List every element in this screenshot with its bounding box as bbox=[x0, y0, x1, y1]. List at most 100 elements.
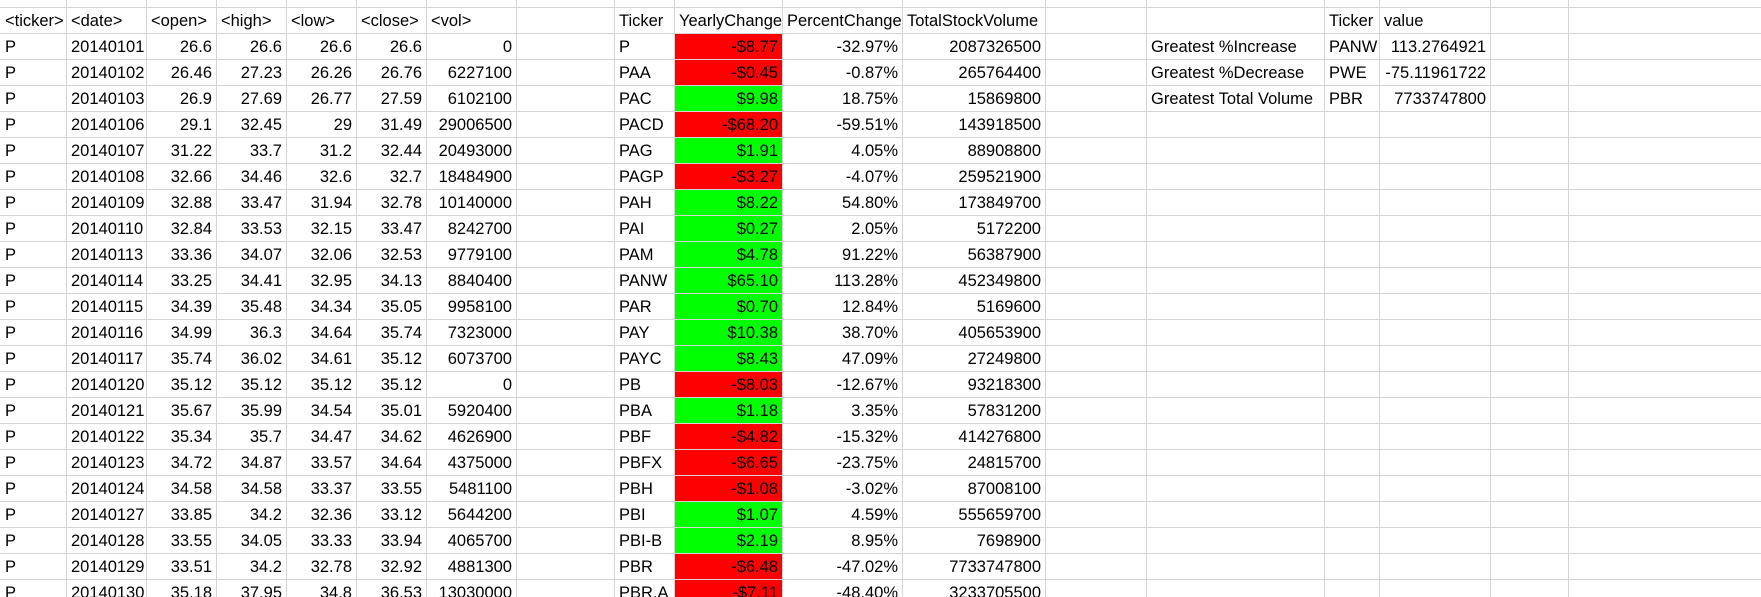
source-data-cell[interactable]: P bbox=[5, 272, 17, 290]
greatest-header-cell[interactable]: value bbox=[1384, 12, 1424, 30]
total-volume-cell[interactable]: 3233705500 bbox=[949, 584, 1041, 597]
source-data-cell[interactable]: 13030000 bbox=[438, 584, 512, 597]
yearly-change-cell[interactable]: $8.43 bbox=[675, 346, 782, 371]
source-data-cell[interactable]: 34.72 bbox=[170, 454, 212, 472]
source-data-cell[interactable]: 20140116 bbox=[71, 324, 144, 342]
yearly-change-cell[interactable]: $1.07 bbox=[675, 502, 782, 527]
source-data-cell[interactable]: 32.45 bbox=[240, 116, 282, 134]
source-data-cell[interactable]: 26.46 bbox=[170, 64, 212, 82]
source-data-cell[interactable]: 20140121 bbox=[71, 402, 145, 420]
source-data-cell[interactable]: 33.25 bbox=[170, 272, 212, 290]
source-data-cell[interactable]: 34.61 bbox=[310, 350, 352, 368]
source-data-cell[interactable]: 33.57 bbox=[310, 454, 352, 472]
source-data-cell[interactable]: 33.55 bbox=[380, 480, 422, 498]
source-data-cell[interactable]: 20493000 bbox=[438, 142, 512, 160]
summary-header-cell[interactable]: Ticker bbox=[619, 12, 664, 30]
percent-change-cell[interactable]: 4.59% bbox=[851, 506, 898, 524]
summary-ticker-cell[interactable]: PBI-B bbox=[619, 532, 663, 550]
summary-ticker-cell[interactable]: PBA bbox=[619, 402, 653, 420]
yearly-change-cell[interactable]: $10.38 bbox=[675, 320, 782, 345]
source-data-cell[interactable]: P bbox=[5, 584, 17, 597]
total-volume-cell[interactable]: 2087326500 bbox=[949, 38, 1041, 56]
percent-change-cell[interactable]: -59.51% bbox=[836, 116, 898, 134]
total-volume-cell[interactable]: 56387900 bbox=[967, 246, 1041, 264]
source-data-cell[interactable]: P bbox=[5, 558, 17, 576]
source-data-cell[interactable]: 33.55 bbox=[170, 532, 212, 550]
total-volume-cell[interactable]: 57831200 bbox=[967, 402, 1041, 420]
total-volume-cell[interactable]: 452349800 bbox=[958, 272, 1041, 290]
source-data-cell[interactable]: P bbox=[5, 90, 17, 108]
source-data-cell[interactable]: 4881300 bbox=[447, 558, 512, 576]
summary-ticker-cell[interactable]: PACD bbox=[619, 116, 664, 134]
source-data-cell[interactable]: 34.47 bbox=[310, 428, 352, 446]
source-data-cell[interactable]: 34.58 bbox=[240, 480, 282, 498]
yearly-change-cell[interactable]: -$6.65 bbox=[675, 450, 782, 475]
source-data-cell[interactable]: 6102100 bbox=[447, 90, 512, 108]
percent-change-cell[interactable]: 91.22% bbox=[842, 246, 898, 264]
source-data-cell[interactable]: P bbox=[5, 324, 17, 342]
total-volume-cell[interactable]: 88908800 bbox=[967, 142, 1041, 160]
yearly-change-cell[interactable]: $2.19 bbox=[675, 528, 782, 553]
source-data-cell[interactable]: 26.6 bbox=[319, 38, 352, 56]
source-data-cell[interactable]: 33.12 bbox=[380, 506, 422, 524]
source-data-cell[interactable]: 35.7 bbox=[249, 428, 282, 446]
source-data-cell[interactable]: 20140115 bbox=[71, 298, 144, 316]
summary-ticker-cell[interactable]: PAG bbox=[619, 142, 653, 160]
source-data-cell[interactable]: P bbox=[5, 298, 17, 316]
source-data-cell[interactable]: 36.53 bbox=[380, 584, 422, 597]
source-data-cell[interactable]: 32.6 bbox=[319, 168, 352, 186]
greatest-ticker-cell[interactable]: PWE bbox=[1329, 64, 1367, 82]
source-data-cell[interactable]: 34.54 bbox=[310, 402, 352, 420]
source-data-cell[interactable]: 9958100 bbox=[447, 298, 512, 316]
source-data-cell[interactable]: 35.12 bbox=[380, 376, 422, 394]
total-volume-cell[interactable]: 93218300 bbox=[967, 376, 1041, 394]
source-data-cell[interactable]: 20140130 bbox=[71, 584, 145, 597]
summary-ticker-cell[interactable]: PB bbox=[619, 376, 642, 394]
source-data-cell[interactable]: 31.2 bbox=[319, 142, 352, 160]
total-volume-cell[interactable]: 7698900 bbox=[976, 532, 1041, 550]
source-data-cell[interactable]: 9779100 bbox=[447, 246, 512, 264]
greatest-header-cell[interactable]: Ticker bbox=[1329, 12, 1374, 30]
source-data-cell[interactable]: 4626900 bbox=[447, 428, 512, 446]
source-data-cell[interactable]: P bbox=[5, 376, 17, 394]
total-volume-cell[interactable]: 7733747800 bbox=[949, 558, 1041, 576]
source-data-cell[interactable]: 33.37 bbox=[310, 480, 352, 498]
source-data-cell[interactable]: 34.05 bbox=[240, 532, 282, 550]
source-data-cell[interactable]: 29.1 bbox=[179, 116, 212, 134]
total-volume-cell[interactable]: 555659700 bbox=[958, 506, 1041, 524]
total-volume-cell[interactable]: 173849700 bbox=[958, 194, 1041, 212]
source-data-cell[interactable]: 35.01 bbox=[380, 402, 422, 420]
source-data-cell[interactable]: 35.05 bbox=[380, 298, 422, 316]
source-data-cell[interactable]: 4375000 bbox=[447, 454, 512, 472]
source-data-cell[interactable]: 6227100 bbox=[447, 64, 512, 82]
percent-change-cell[interactable]: -23.75% bbox=[836, 454, 898, 472]
total-volume-cell[interactable]: 24815700 bbox=[967, 454, 1041, 472]
source-data-cell[interactable]: 5644200 bbox=[447, 506, 512, 524]
source-data-cell[interactable]: 20140113 bbox=[71, 246, 144, 264]
source-data-cell[interactable]: 20140107 bbox=[71, 142, 145, 160]
source-data-cell[interactable]: P bbox=[5, 480, 17, 498]
greatest-label-cell[interactable]: Greatest %Decrease bbox=[1151, 64, 1305, 82]
source-data-cell[interactable]: 8242700 bbox=[447, 220, 512, 238]
source-data-cell[interactable]: 20140106 bbox=[71, 116, 145, 134]
source-data-cell[interactable]: 32.78 bbox=[380, 194, 422, 212]
greatest-value-cell[interactable]: 113.2764921 bbox=[1390, 38, 1486, 56]
summary-ticker-cell[interactable]: PBR bbox=[619, 558, 653, 576]
source-data-cell[interactable]: 34.2 bbox=[249, 506, 282, 524]
source-data-cell[interactable]: 35.12 bbox=[310, 376, 352, 394]
source-data-cell[interactable]: 32.66 bbox=[170, 168, 212, 186]
source-data-cell[interactable]: 26.77 bbox=[310, 90, 352, 108]
source-data-cell[interactable]: P bbox=[5, 402, 17, 420]
source-data-cell[interactable]: 20140128 bbox=[71, 532, 145, 550]
source-data-cell[interactable]: 32.36 bbox=[310, 506, 352, 524]
yearly-change-cell[interactable]: -$68.20 bbox=[675, 112, 782, 137]
source-data-cell[interactable]: 20140124 bbox=[71, 480, 145, 498]
source-data-cell[interactable]: 20140129 bbox=[71, 558, 145, 576]
source-data-cell[interactable]: P bbox=[5, 64, 17, 82]
percent-change-cell[interactable]: -15.32% bbox=[836, 428, 898, 446]
percent-change-cell[interactable]: 18.75% bbox=[842, 90, 898, 108]
summary-header-cell[interactable]: PercentChange bbox=[787, 12, 902, 30]
yearly-change-cell[interactable]: $4.78 bbox=[675, 242, 782, 267]
source-data-cell[interactable]: 8840400 bbox=[447, 272, 512, 290]
source-data-cell[interactable]: P bbox=[5, 220, 17, 238]
